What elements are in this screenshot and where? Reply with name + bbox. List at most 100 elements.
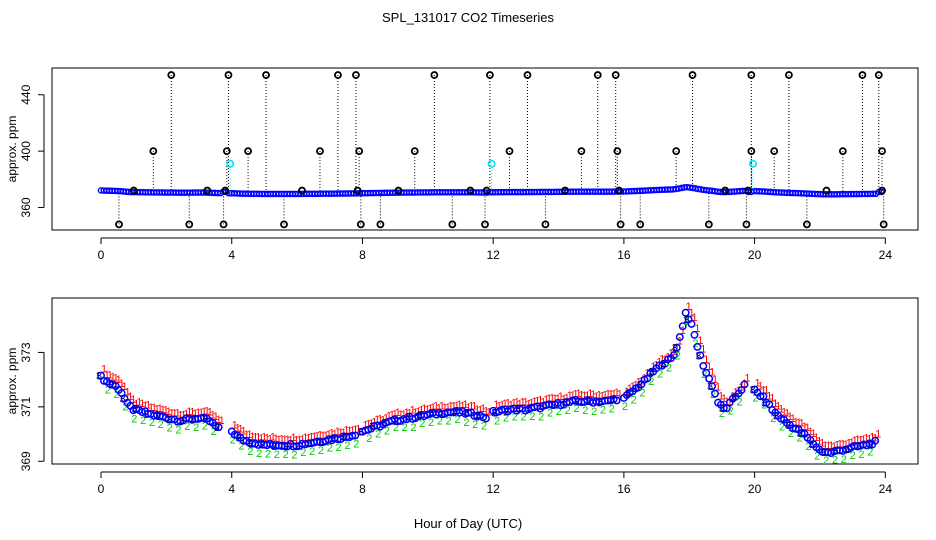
- series-3-point: [711, 389, 720, 398]
- series-2-marker: 2: [375, 428, 381, 440]
- series-2-marker: 2: [193, 422, 199, 434]
- series-1-marker: 1: [119, 378, 125, 390]
- series-1-marker: 1: [525, 399, 531, 411]
- series-1-marker: 1: [471, 401, 477, 413]
- series-2-marker: 2: [318, 445, 324, 457]
- series-3-marker: 3: [283, 441, 289, 453]
- low-flag-point: [448, 220, 457, 229]
- series-1-marker: 1: [210, 409, 216, 421]
- series-1-marker: 1: [249, 431, 255, 443]
- series-3-marker: 3: [562, 397, 568, 409]
- series-2-marker: 2: [238, 441, 244, 453]
- mid-flag-point: [615, 186, 623, 195]
- series-1-marker: 1: [772, 398, 778, 410]
- series-1-marker: 1: [436, 403, 442, 415]
- series-3-point: [482, 414, 490, 423]
- series-1-marker: 1: [828, 440, 834, 452]
- series-1-marker: 1: [825, 440, 831, 452]
- cyan-point: [226, 159, 235, 168]
- series-1-marker: 1: [486, 407, 492, 419]
- series-1-marker: 1: [570, 390, 576, 402]
- series-3-marker: 3: [808, 439, 814, 451]
- series-1-marker: 1: [343, 424, 349, 436]
- series-3-marker: 3: [294, 441, 300, 453]
- series-1-marker: 1: [822, 440, 828, 452]
- series-2-marker: 2: [582, 405, 588, 417]
- series-2-marker: 2: [573, 403, 579, 415]
- series-1-marker: 1: [866, 433, 872, 445]
- series-3-marker: 3: [684, 314, 690, 326]
- series-2-marker: 2: [832, 454, 838, 466]
- series-1-marker: 1: [605, 389, 611, 401]
- series-2-marker: 2: [393, 422, 399, 434]
- series-3-point: [669, 351, 678, 360]
- mid-flag-point: [822, 186, 831, 195]
- series-1-marker: 1: [174, 407, 180, 419]
- high-flag-point: [355, 147, 364, 156]
- series-2-marker: 2: [114, 389, 120, 401]
- series-2-marker: 2: [521, 412, 527, 424]
- series-3-marker: 3: [761, 398, 767, 410]
- series-1-marker: 1: [810, 428, 816, 440]
- series-1-marker: 1: [311, 431, 317, 443]
- series-1-marker: 1: [192, 408, 198, 420]
- series-1-marker: 1: [338, 427, 344, 439]
- series-1-marker: 1: [398, 409, 404, 421]
- series-2-marker: 2: [675, 351, 681, 363]
- series-3-marker: 3: [773, 411, 779, 423]
- series-1-marker: 1: [573, 389, 579, 401]
- series-3-point: [719, 404, 728, 412]
- series-1-marker: 1: [558, 391, 564, 403]
- series-2-marker: 2: [737, 397, 743, 409]
- series-2-marker: 2: [710, 389, 716, 401]
- series-1-marker: 1: [575, 388, 581, 400]
- series-2-marker: 2: [402, 422, 408, 434]
- series-2-marker: 2: [158, 419, 164, 431]
- series-1-marker: 1: [528, 397, 534, 409]
- series-1-marker: 1: [401, 409, 407, 421]
- series-3-marker: 3: [167, 414, 173, 426]
- high-flag-point: [167, 71, 176, 79]
- series-1-marker: 1: [493, 399, 499, 411]
- series-3-point: [675, 333, 684, 342]
- series-2-marker: 2: [805, 441, 811, 453]
- series-1-marker: 1: [207, 407, 213, 419]
- series-1-marker: 1: [715, 382, 721, 394]
- series-1-marker: 1: [127, 391, 133, 403]
- high-flag-point: [688, 71, 697, 79]
- series-1-marker: 1: [549, 392, 555, 404]
- series-1-marker: 1: [769, 392, 775, 404]
- series-1-marker: 1: [201, 406, 207, 418]
- series-1-marker: 1: [781, 407, 787, 419]
- low-flag-point: [185, 220, 194, 229]
- high-flag-point: [747, 147, 756, 156]
- low-flag-point: [742, 220, 751, 229]
- series-1-marker: 1: [505, 397, 511, 409]
- series-1-marker: 1: [546, 393, 552, 405]
- series-3-point: [214, 423, 223, 432]
- series-3-marker: 3: [271, 441, 277, 453]
- series-1-marker: 1: [741, 378, 747, 390]
- series-1-marker: 1: [445, 402, 451, 414]
- series-3-marker: 3: [797, 428, 803, 440]
- series-1-marker: 1: [697, 335, 703, 347]
- series-1-marker: 1: [320, 430, 326, 442]
- x-tick-label: 24: [879, 248, 893, 262]
- series-1-marker: 1: [496, 401, 502, 413]
- high-flag-point: [410, 147, 419, 156]
- series-1-marker: 1: [807, 426, 813, 438]
- series-1-marker: 1: [409, 405, 415, 417]
- series-3-point: [464, 408, 473, 417]
- series-1-marker: 1: [787, 411, 793, 423]
- high-flag-point: [222, 147, 231, 156]
- series-3-marker: 3: [463, 408, 469, 420]
- high-flag-point: [613, 147, 622, 156]
- low-flag-point: [115, 220, 123, 229]
- series-1-marker: 1: [849, 437, 855, 449]
- mid-flag-point: [394, 186, 403, 195]
- series-3-marker: 3: [131, 404, 137, 416]
- low-flag-point: [541, 220, 550, 229]
- series-1-marker: 1: [186, 406, 192, 418]
